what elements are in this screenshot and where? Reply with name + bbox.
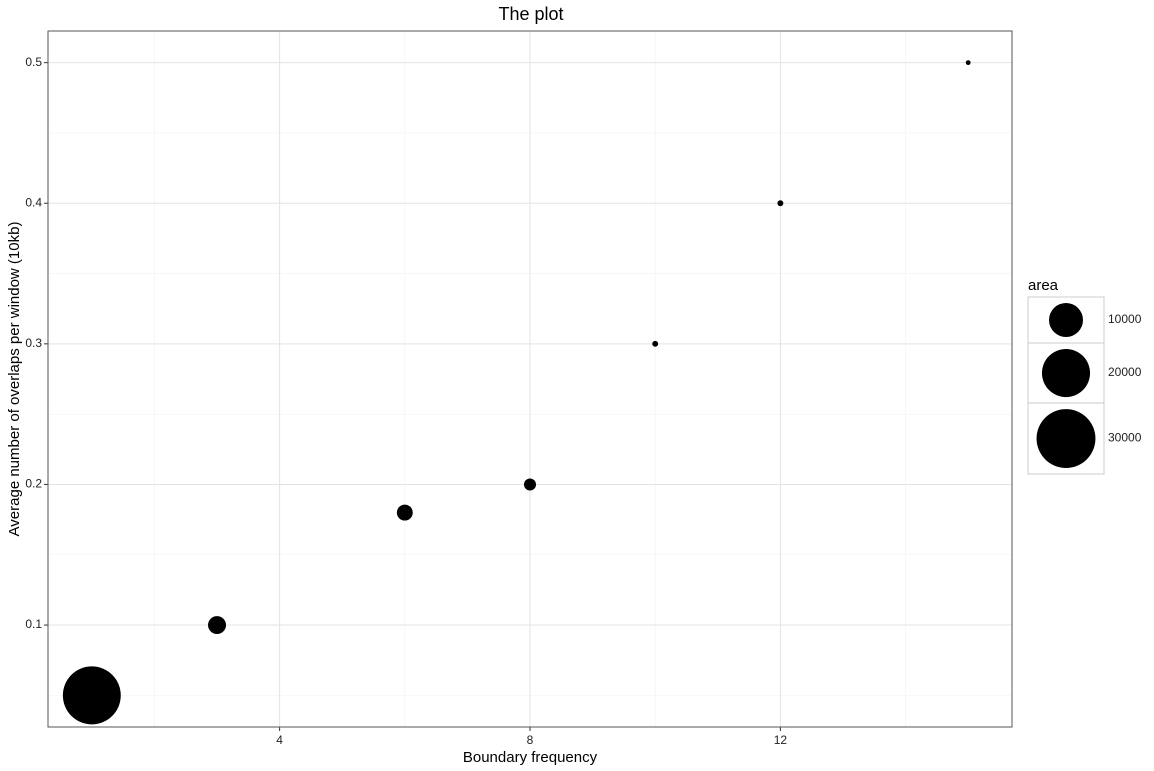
- legend-label: 30000: [1108, 431, 1142, 445]
- y-tick-label: 0.4: [25, 195, 42, 209]
- chart-title: The plot: [498, 4, 563, 24]
- plot-border: [47, 30, 1013, 728]
- legend-bubble: [1036, 409, 1096, 468]
- y-axis-label: Average number of overlaps per window (1…: [6, 222, 23, 537]
- legend-label: 10000: [1108, 312, 1142, 326]
- x-tick-label: 12: [774, 733, 788, 747]
- bubble: [523, 478, 537, 491]
- bubble: [965, 60, 971, 66]
- x-axis-label: Boundary frequency: [463, 749, 598, 766]
- bubble: [208, 616, 227, 635]
- bubble: [396, 504, 413, 521]
- legend-label: 20000: [1108, 365, 1142, 379]
- bubble: [777, 200, 784, 207]
- x-tick-label: 8: [527, 733, 534, 747]
- y-tick-label: 0.2: [25, 477, 42, 491]
- legend-bubble: [1041, 349, 1091, 398]
- x-tick-label: 4: [276, 733, 283, 747]
- legend-bubble: [1049, 303, 1083, 337]
- bubble: [62, 666, 121, 725]
- legend-title: area: [1028, 277, 1059, 294]
- y-tick-label: 0.5: [25, 55, 42, 69]
- bubble: [652, 340, 659, 347]
- y-tick-label: 0.1: [25, 617, 42, 631]
- y-tick-label: 0.3: [25, 336, 42, 350]
